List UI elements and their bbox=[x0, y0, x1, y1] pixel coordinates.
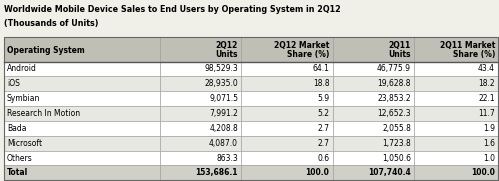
Text: iOS: iOS bbox=[7, 79, 20, 88]
Text: 28,935.0: 28,935.0 bbox=[205, 79, 238, 88]
Bar bbox=[4, 37, 498, 180]
Bar bbox=[241, 151, 332, 165]
Bar bbox=[332, 136, 414, 151]
Bar bbox=[332, 106, 414, 121]
Bar bbox=[414, 151, 498, 165]
Bar bbox=[241, 91, 332, 106]
Bar bbox=[4, 121, 160, 136]
Text: (Thousands of Units): (Thousands of Units) bbox=[4, 19, 98, 28]
Text: 1.6: 1.6 bbox=[483, 139, 495, 148]
Text: 2.7: 2.7 bbox=[317, 139, 329, 148]
Bar bbox=[160, 76, 241, 91]
Bar bbox=[414, 62, 498, 76]
Bar bbox=[4, 91, 160, 106]
Text: Operating System: Operating System bbox=[7, 46, 85, 54]
Text: 100.0: 100.0 bbox=[306, 168, 329, 177]
Bar bbox=[160, 91, 241, 106]
Text: 1.0: 1.0 bbox=[483, 153, 495, 163]
Bar bbox=[4, 106, 160, 121]
Text: 7,991.2: 7,991.2 bbox=[209, 109, 238, 118]
Text: Android: Android bbox=[7, 64, 37, 73]
Text: 9,071.5: 9,071.5 bbox=[209, 94, 238, 103]
Text: 2Q12 Market: 2Q12 Market bbox=[274, 41, 329, 50]
Bar bbox=[414, 136, 498, 151]
Text: 11.7: 11.7 bbox=[478, 109, 495, 118]
Text: 64.1: 64.1 bbox=[313, 64, 329, 73]
Bar bbox=[4, 136, 160, 151]
Bar bbox=[332, 62, 414, 76]
Text: 19,628.8: 19,628.8 bbox=[378, 79, 411, 88]
Text: Research In Motion: Research In Motion bbox=[7, 109, 80, 118]
Bar bbox=[160, 62, 241, 76]
Bar bbox=[414, 165, 498, 180]
Bar bbox=[160, 165, 241, 180]
Bar bbox=[414, 106, 498, 121]
Text: 2Q12: 2Q12 bbox=[216, 41, 238, 50]
Bar bbox=[332, 151, 414, 165]
Text: Bada: Bada bbox=[7, 124, 26, 133]
Text: Total: Total bbox=[7, 168, 28, 177]
Bar bbox=[414, 121, 498, 136]
Text: 0.6: 0.6 bbox=[317, 153, 329, 163]
Text: 1,050.6: 1,050.6 bbox=[382, 153, 411, 163]
Text: 23,853.2: 23,853.2 bbox=[377, 94, 411, 103]
Text: 1.9: 1.9 bbox=[483, 124, 495, 133]
Bar bbox=[332, 91, 414, 106]
Text: 98,529.3: 98,529.3 bbox=[205, 64, 238, 73]
Bar bbox=[414, 76, 498, 91]
Bar bbox=[4, 62, 160, 76]
Bar bbox=[332, 165, 414, 180]
Text: Worldwide Mobile Device Sales to End Users by Operating System in 2Q12: Worldwide Mobile Device Sales to End Use… bbox=[4, 5, 341, 14]
Bar bbox=[160, 136, 241, 151]
Text: Units: Units bbox=[389, 50, 411, 59]
Bar bbox=[241, 165, 332, 180]
Text: 4,087.0: 4,087.0 bbox=[209, 139, 238, 148]
Bar bbox=[241, 136, 332, 151]
Text: 2Q11: 2Q11 bbox=[389, 41, 411, 50]
Bar bbox=[332, 121, 414, 136]
Text: 12,652.3: 12,652.3 bbox=[377, 109, 411, 118]
Bar bbox=[4, 151, 160, 165]
Text: 5.2: 5.2 bbox=[317, 109, 329, 118]
Text: 46,775.9: 46,775.9 bbox=[377, 64, 411, 73]
Text: Symbian: Symbian bbox=[7, 94, 40, 103]
Bar bbox=[332, 37, 414, 62]
Text: 100.0: 100.0 bbox=[471, 168, 495, 177]
Text: 1,723.8: 1,723.8 bbox=[382, 139, 411, 148]
Text: 4,208.8: 4,208.8 bbox=[210, 124, 238, 133]
Bar bbox=[241, 37, 332, 62]
Bar bbox=[241, 62, 332, 76]
Text: 2Q11 Market: 2Q11 Market bbox=[440, 41, 495, 50]
Bar bbox=[160, 37, 241, 62]
Bar bbox=[4, 37, 160, 62]
Text: 18.2: 18.2 bbox=[479, 79, 495, 88]
Text: Share (%): Share (%) bbox=[287, 50, 329, 59]
Bar bbox=[332, 76, 414, 91]
Text: 2.7: 2.7 bbox=[317, 124, 329, 133]
Text: Share (%): Share (%) bbox=[453, 50, 495, 59]
Text: 5.9: 5.9 bbox=[317, 94, 329, 103]
Bar bbox=[241, 106, 332, 121]
Bar bbox=[160, 106, 241, 121]
Bar bbox=[241, 121, 332, 136]
Bar bbox=[4, 76, 160, 91]
Bar bbox=[4, 165, 160, 180]
Text: 2,055.8: 2,055.8 bbox=[382, 124, 411, 133]
Text: 107,740.4: 107,740.4 bbox=[368, 168, 411, 177]
Text: Others: Others bbox=[7, 153, 33, 163]
Text: 153,686.1: 153,686.1 bbox=[196, 168, 238, 177]
Bar bbox=[160, 151, 241, 165]
Text: 22.1: 22.1 bbox=[479, 94, 495, 103]
Text: 18.8: 18.8 bbox=[313, 79, 329, 88]
Bar bbox=[160, 121, 241, 136]
Bar bbox=[414, 91, 498, 106]
Text: 43.4: 43.4 bbox=[478, 64, 495, 73]
Bar bbox=[414, 37, 498, 62]
Bar bbox=[241, 76, 332, 91]
Text: 863.3: 863.3 bbox=[217, 153, 238, 163]
Text: Microsoft: Microsoft bbox=[7, 139, 42, 148]
Text: Units: Units bbox=[216, 50, 238, 59]
